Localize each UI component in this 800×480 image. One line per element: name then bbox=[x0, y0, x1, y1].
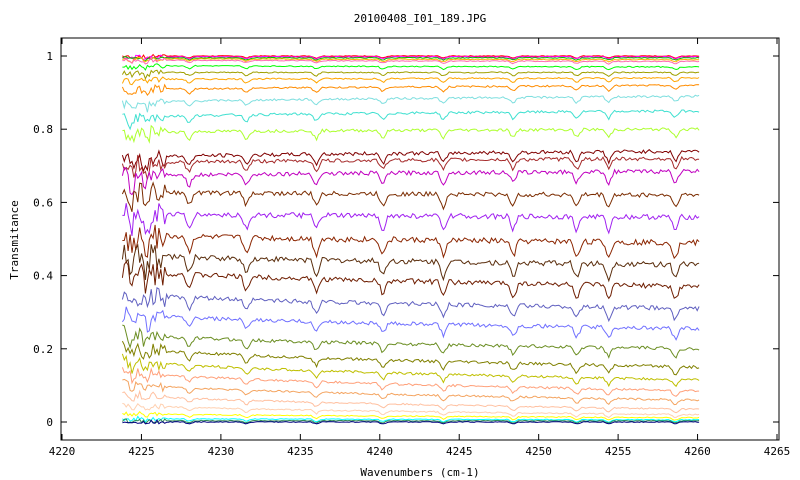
series-line bbox=[121, 166, 700, 196]
series-line bbox=[122, 124, 700, 144]
series-line bbox=[122, 56, 700, 64]
x-tick-label: 4230 bbox=[208, 445, 235, 458]
x-tick-label: 4265 bbox=[764, 445, 791, 458]
series-line bbox=[121, 340, 700, 376]
series-line bbox=[122, 203, 700, 236]
x-tick-label: 4225 bbox=[128, 445, 155, 458]
x-tick-label: 4245 bbox=[446, 445, 473, 458]
x-tick-label: 4235 bbox=[287, 445, 314, 458]
series-line bbox=[121, 154, 700, 180]
series-line bbox=[122, 224, 700, 260]
series-line bbox=[121, 367, 700, 397]
axis-layer: 4220 4225 4230 4235 4240 4245 4250 4255 4260 4265… bbox=[33, 38, 790, 458]
series-line bbox=[121, 94, 700, 113]
series-line bbox=[122, 109, 700, 131]
y-tick-label: 0.6 bbox=[33, 196, 53, 209]
series-line bbox=[122, 378, 700, 406]
series-layer bbox=[121, 53, 700, 425]
series-line bbox=[121, 243, 700, 283]
x-tick-label: 4240 bbox=[367, 445, 394, 458]
series-line bbox=[121, 83, 700, 96]
series-line bbox=[121, 306, 700, 341]
series-line bbox=[121, 353, 700, 388]
series-line bbox=[122, 54, 700, 62]
series-line bbox=[121, 76, 700, 86]
series-line bbox=[122, 57, 700, 65]
y-tick-label: 1 bbox=[46, 50, 53, 63]
plot-frame bbox=[60, 37, 780, 441]
y-tick-label: 0.8 bbox=[33, 123, 53, 136]
chart-title: 20100408_I01_189.JPG bbox=[354, 12, 486, 25]
series-line bbox=[121, 286, 700, 323]
series-line bbox=[122, 418, 700, 425]
series-line bbox=[122, 53, 700, 60]
series-line bbox=[122, 63, 700, 71]
series-line bbox=[121, 69, 700, 80]
series-line bbox=[122, 415, 700, 423]
x-tick-label: 4250 bbox=[525, 445, 552, 458]
series-line bbox=[122, 419, 700, 425]
series-line bbox=[121, 149, 700, 173]
series-line bbox=[122, 56, 700, 62]
series-line bbox=[121, 181, 700, 212]
y-tick-label: 0 bbox=[46, 416, 53, 429]
y-tick-label: 0.4 bbox=[33, 270, 53, 283]
x-axis-label: Wavenumbers (cm-1) bbox=[360, 466, 479, 479]
y-axis-label: Transmitance bbox=[8, 200, 21, 279]
series-line bbox=[122, 402, 700, 419]
series-line bbox=[121, 261, 700, 300]
x-tick-label: 4260 bbox=[684, 445, 711, 458]
x-tick-label: 4220 bbox=[49, 445, 76, 458]
series-line bbox=[122, 389, 700, 414]
series-line bbox=[122, 324, 700, 359]
x-tick-label: 4255 bbox=[605, 445, 632, 458]
series-line bbox=[122, 410, 700, 421]
y-tick-label: 0.2 bbox=[33, 343, 53, 356]
